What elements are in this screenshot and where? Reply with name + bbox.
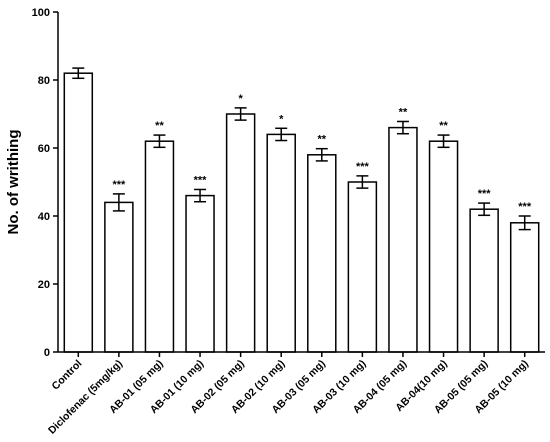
bar — [428, 140, 459, 353]
bar — [388, 126, 418, 353]
error-bar — [234, 107, 247, 121]
y-tick-label: 40 — [38, 211, 50, 223]
significance-label: *** — [112, 179, 126, 191]
bar — [307, 154, 337, 353]
bar — [225, 113, 256, 353]
error-bar — [315, 147, 328, 162]
significance-label: *** — [518, 201, 532, 213]
bar — [104, 201, 134, 353]
significance-label: * — [238, 93, 243, 105]
bar — [347, 181, 378, 353]
error-bar — [194, 188, 207, 203]
significance-label: *** — [356, 161, 370, 173]
significance-label: * — [279, 113, 284, 125]
x-tick-label: Diclofenac (5mg/kg) — [46, 358, 125, 437]
error-bar — [112, 193, 125, 212]
bar — [63, 72, 94, 353]
error-bar — [153, 134, 166, 149]
y-tick-label: 80 — [38, 75, 50, 87]
bar — [266, 133, 296, 353]
significance-label: *** — [194, 174, 208, 186]
y-tick-label: 20 — [38, 279, 50, 291]
bar — [509, 222, 540, 353]
error-bar — [478, 202, 491, 217]
significance-label: ** — [439, 120, 448, 132]
significance-label: ** — [155, 120, 164, 132]
bar — [185, 194, 215, 353]
error-bar — [275, 127, 288, 142]
bar — [469, 208, 499, 353]
error-bar — [356, 175, 369, 189]
bar — [144, 140, 175, 353]
y-tick-label: 60 — [38, 143, 50, 155]
error-bar — [518, 215, 531, 231]
y-tick-label: 100 — [32, 7, 50, 19]
x-tick-label: Control — [50, 358, 85, 393]
significance-label: ** — [399, 106, 408, 118]
error-bar — [72, 67, 85, 80]
significance-label: *** — [478, 188, 492, 200]
error-bar — [437, 134, 450, 149]
y-tick-label: 0 — [44, 347, 50, 359]
error-bar — [396, 120, 409, 135]
y-axis-label: No. of writhing — [5, 130, 22, 235]
significance-label: ** — [318, 134, 327, 146]
